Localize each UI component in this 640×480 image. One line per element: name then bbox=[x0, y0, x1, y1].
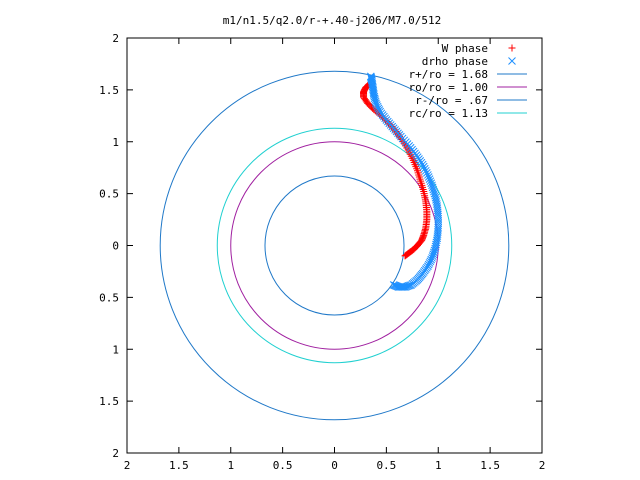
reference-circle bbox=[264, 175, 405, 316]
y-tick-label: 1 bbox=[112, 136, 119, 149]
y-tick-label: 1 bbox=[112, 343, 119, 356]
drho-phase-point bbox=[420, 164, 429, 173]
x-tick-label: 0.5 bbox=[376, 459, 396, 472]
x-tick-label: 1 bbox=[435, 459, 442, 472]
y-tick-label: 0.5 bbox=[99, 291, 119, 304]
legend-label: r-/ro = .67 bbox=[415, 94, 488, 107]
x-tick-label: 0.5 bbox=[273, 459, 293, 472]
drho-phase-point bbox=[366, 72, 375, 81]
drho-phase-point bbox=[422, 169, 431, 177]
drho-phase-point bbox=[406, 281, 414, 290]
w-phase-point bbox=[508, 44, 516, 52]
drho-phase-point bbox=[428, 181, 436, 190]
legend-label: drho phase bbox=[422, 55, 488, 68]
reference-circle bbox=[159, 70, 510, 421]
drho-phase-point bbox=[508, 57, 516, 65]
x-tick-label: 2 bbox=[539, 459, 546, 472]
x-tick-label: 1.5 bbox=[169, 459, 189, 472]
y-tick-label: 1.5 bbox=[99, 395, 119, 408]
legend-label: W phase bbox=[442, 42, 488, 55]
drho-phase-point bbox=[429, 185, 438, 194]
drho-phase-point bbox=[424, 173, 433, 181]
drho-phase-point bbox=[370, 92, 379, 101]
x-tick-label: 1 bbox=[227, 459, 234, 472]
drho-phase-point bbox=[419, 162, 428, 171]
axis-ticks: 2 1.5 1 0.5 0 0.5 1 1.5 221.510.500.511.52 bbox=[99, 32, 545, 472]
drho-phase-point bbox=[430, 189, 439, 198]
phase-points bbox=[360, 72, 443, 291]
drho-phase-point bbox=[424, 171, 432, 179]
y-tick-label: 2 bbox=[112, 447, 119, 460]
y-tick-label: 1.5 bbox=[99, 84, 119, 97]
x-tick-label: 1.5 bbox=[480, 459, 500, 472]
drho-phase-point bbox=[404, 281, 413, 290]
drho-phase-point bbox=[430, 187, 438, 196]
x-tick-label: 2 bbox=[124, 459, 131, 472]
legend-label: ro/ro = 1.00 bbox=[409, 81, 488, 94]
legend-label: r+/ro = 1.68 bbox=[409, 68, 488, 81]
chart-title: m1/n1.5/q2.0/r-+.40-j206/M7.0/512 bbox=[223, 14, 442, 27]
y-tick-label: 2 bbox=[112, 32, 119, 45]
y-tick-label: 0 bbox=[112, 240, 119, 253]
drho-phase-point bbox=[421, 166, 430, 175]
reference-circles bbox=[159, 70, 510, 421]
reference-circle bbox=[216, 127, 453, 364]
drho-phase-point bbox=[425, 175, 434, 183]
drho-phase-point bbox=[431, 191, 439, 200]
y-tick-label: 0.5 bbox=[99, 188, 119, 201]
x-tick-label: 0 bbox=[331, 459, 338, 472]
drho-phase-point bbox=[428, 183, 437, 192]
legend-label: rc/ro = 1.13 bbox=[409, 107, 488, 120]
drho-phase-point bbox=[426, 177, 435, 186]
drho-phase-point bbox=[427, 179, 436, 188]
